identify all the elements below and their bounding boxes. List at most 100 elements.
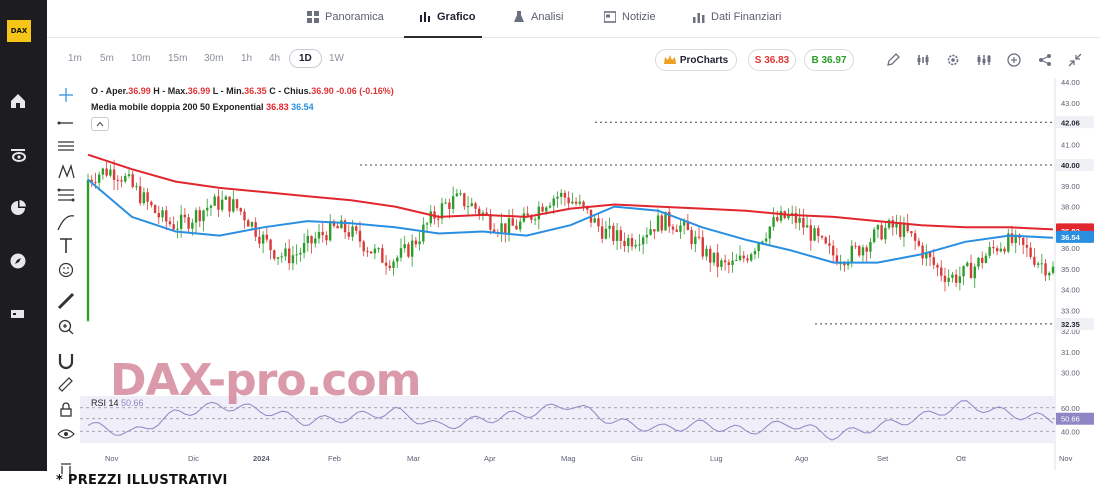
timeframe-30m[interactable]: 30m xyxy=(204,53,224,64)
eye-icon[interactable] xyxy=(57,429,75,439)
ma-legend[interactable]: Media mobile doppia 200 50 Exponential 3… xyxy=(91,102,314,112)
crown-icon xyxy=(663,55,676,64)
candle-body xyxy=(295,254,298,256)
candle-body xyxy=(548,205,552,208)
collapse-legend-button[interactable] xyxy=(91,117,109,131)
brush-icon[interactable] xyxy=(57,215,75,231)
tab-dati-finanziari[interactable]: Dati Finanziari xyxy=(693,11,781,23)
candle-body xyxy=(984,255,988,263)
fib-tool-icon[interactable] xyxy=(57,188,75,202)
pattern-tool-icon[interactable] xyxy=(58,163,75,179)
candle-body xyxy=(623,240,626,247)
candle-body xyxy=(951,274,954,278)
timeframe-4h[interactable]: 4h xyxy=(269,53,281,64)
close-value: 36.90 xyxy=(311,86,334,96)
magnet-icon[interactable] xyxy=(58,354,74,370)
candle-body xyxy=(183,214,187,218)
ma-label: Media mobile doppia 200 50 Exponential xyxy=(91,102,264,112)
candle-body xyxy=(988,247,991,256)
candle-body xyxy=(489,214,492,230)
share-icon[interactable] xyxy=(1038,53,1052,67)
portfolio-pie-icon[interactable] xyxy=(9,199,27,217)
timeframe-1h[interactable]: 1h xyxy=(241,53,253,64)
candle-body xyxy=(258,236,261,244)
candle-body xyxy=(876,225,880,230)
candle-body xyxy=(820,235,824,238)
timeframe-5m[interactable]: 5m xyxy=(100,53,114,64)
procharts-button[interactable]: ProCharts xyxy=(655,49,737,71)
candle-body xyxy=(720,260,723,267)
candle-body xyxy=(317,231,321,239)
candle-body xyxy=(869,242,872,252)
candle-body xyxy=(86,179,90,321)
candle-body xyxy=(440,203,444,219)
candle-body xyxy=(835,255,839,264)
candle-body xyxy=(1007,233,1010,252)
tab-notizie[interactable]: Notizie xyxy=(604,11,656,23)
timeframe-1d[interactable]: 1D xyxy=(289,49,322,68)
candle-body xyxy=(865,247,868,252)
collapse-icon[interactable] xyxy=(1068,53,1082,67)
candle-body xyxy=(675,229,678,232)
brand-logo[interactable]: DAX xyxy=(7,20,31,42)
candle-body xyxy=(872,229,876,243)
rsi-label: RSI 14 xyxy=(91,398,119,408)
compass-icon[interactable] xyxy=(9,252,27,270)
add-icon[interactable] xyxy=(1007,53,1021,67)
candle-body xyxy=(809,225,813,241)
candle-body xyxy=(630,238,634,247)
candle-body xyxy=(105,168,108,176)
candle-body xyxy=(101,168,105,175)
candle-body xyxy=(1033,256,1036,265)
candle-body xyxy=(802,217,805,228)
candle-body xyxy=(746,258,749,261)
timeframe-10m[interactable]: 10m xyxy=(131,53,151,64)
settings-gear-icon[interactable] xyxy=(946,53,960,67)
line-tool-icon[interactable] xyxy=(57,121,74,125)
candle-body xyxy=(697,236,701,238)
tab-panoramica[interactable]: Panoramica xyxy=(307,11,384,23)
lock-icon[interactable] xyxy=(60,402,72,417)
home-icon[interactable] xyxy=(9,92,27,110)
rsi-legend[interactable]: RSI 14 50.66 xyxy=(91,398,144,408)
channel-tool-icon[interactable] xyxy=(58,141,74,151)
tab-analisi[interactable]: Analisi xyxy=(513,11,563,23)
candle-body xyxy=(1003,248,1006,252)
x-tick-label: Mag xyxy=(561,454,576,463)
candle-body xyxy=(705,248,708,257)
ruler-icon[interactable] xyxy=(57,292,75,310)
layout-icon[interactable] xyxy=(977,53,991,67)
lock-pencil-icon[interactable] xyxy=(58,377,73,392)
pencil-icon[interactable] xyxy=(886,53,900,67)
candle-body xyxy=(694,236,697,245)
x-tick-label: 2024 xyxy=(253,454,271,463)
crosshair-icon[interactable] xyxy=(59,88,73,102)
tab-grafico[interactable]: Grafico xyxy=(419,11,476,23)
candle-body xyxy=(500,223,503,233)
left-sidebar: DAX xyxy=(0,0,47,471)
y-tick-label: 35.00 xyxy=(1061,265,1080,274)
candle-body xyxy=(202,210,205,222)
zoom-in-icon[interactable] xyxy=(58,319,74,335)
text-tool-icon[interactable] xyxy=(60,238,72,253)
emoji-icon[interactable] xyxy=(58,262,74,278)
buy-button[interactable]: B 36.97 xyxy=(804,49,854,71)
price-chart[interactable]: 44.0043.0042.0041.0040.0039.0038.0037.00… xyxy=(80,78,1100,470)
timeframe-1m[interactable]: 1m xyxy=(68,53,82,64)
timeframe-15m[interactable]: 15m xyxy=(168,53,188,64)
candle-body xyxy=(485,212,488,215)
rsi-tick-label: 50.66 xyxy=(1061,415,1080,424)
candle-body xyxy=(429,211,432,224)
money-icon[interactable] xyxy=(9,305,27,323)
indicators-icon[interactable] xyxy=(916,53,930,67)
candle-body xyxy=(600,226,604,239)
trash-icon[interactable] xyxy=(61,463,71,474)
candle-body xyxy=(723,260,727,263)
y-tick-label: 41.00 xyxy=(1061,140,1080,149)
timeframe-1w[interactable]: 1W xyxy=(329,53,344,64)
candle-body xyxy=(321,231,324,236)
sell-button[interactable]: S 36.83 xyxy=(748,49,796,71)
candle-body xyxy=(660,215,663,231)
watchlist-icon[interactable] xyxy=(9,146,27,164)
candle-body xyxy=(1036,263,1040,265)
